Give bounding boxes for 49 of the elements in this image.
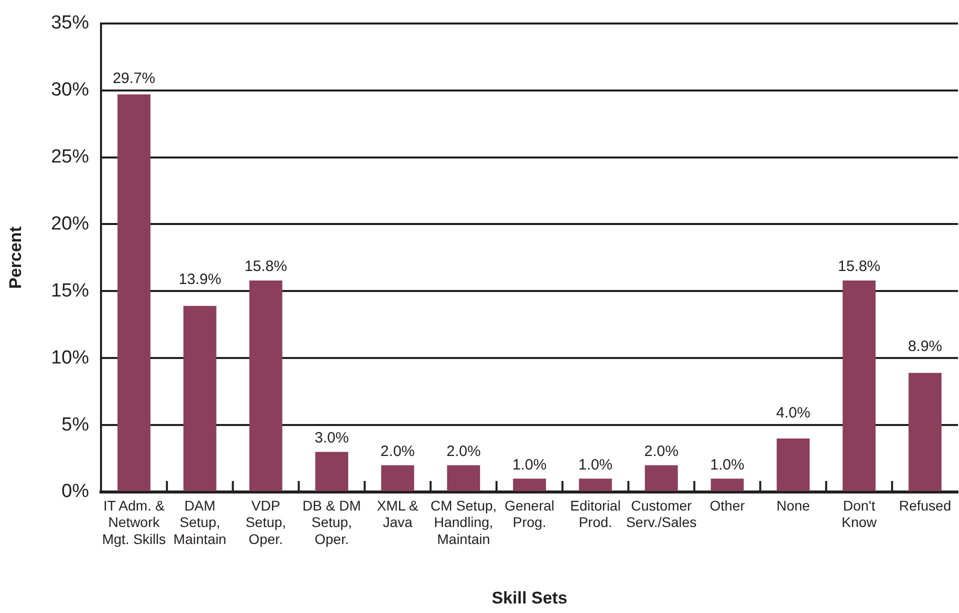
data-label: 2.0%	[446, 442, 481, 460]
x-axis-title: Skill Sets	[492, 588, 568, 608]
y-axis-title: Percent	[6, 226, 25, 289]
bar	[183, 306, 216, 491]
data-label: 29.7%	[112, 70, 156, 87]
y-tick-label: 35%	[50, 12, 90, 34]
y-tick-label: 10%	[50, 347, 90, 368]
y-tick-label: 5%	[62, 414, 90, 436]
data-label: 4.0%	[776, 404, 810, 422]
x-tick-label: General Prog.	[504, 497, 554, 530]
data-label: 3.0%	[314, 429, 349, 446]
x-tick-label: Don't Know	[842, 497, 878, 530]
data-label: 15.8%	[838, 258, 880, 276]
x-tick-label: Customer Serv./Sales	[626, 497, 697, 530]
x-tick-label: VDP Setup, Oper.	[246, 497, 286, 547]
y-tick-label: 0%	[62, 481, 90, 502]
bar	[710, 478, 744, 491]
bar	[447, 465, 480, 491]
bar	[644, 465, 678, 491]
bar	[842, 280, 876, 491]
bar	[776, 438, 810, 491]
x-tick-label: None	[776, 497, 810, 514]
data-label: 15.8%	[244, 258, 288, 276]
x-tick-label: DAM Setup, Maintain	[173, 497, 226, 547]
data-label: 2.0%	[380, 442, 415, 460]
data-label: 1.0%	[710, 456, 744, 474]
data-label: 8.9%	[908, 338, 942, 355]
data-label: 1.0%	[512, 456, 547, 474]
bar	[908, 372, 942, 491]
x-tick-label: IT Adm. & Network Mgt. Skills	[102, 497, 166, 547]
x-tick-label: Refused	[898, 497, 952, 514]
bar	[117, 94, 150, 491]
data-label: 2.0%	[644, 442, 678, 460]
x-tick-label: Other	[710, 497, 746, 514]
bar	[513, 478, 546, 491]
x-tick-label: CM Setup, Handling, Maintain	[430, 497, 497, 547]
y-tick-label: 25%	[50, 146, 90, 168]
x-tick-label: DB & DM Setup, Oper.	[302, 497, 361, 547]
bar	[315, 452, 348, 491]
data-label: 1.0%	[578, 456, 613, 474]
y-tick-label: 20%	[50, 213, 90, 234]
y-tick-label: 30%	[50, 80, 90, 101]
bar	[381, 465, 414, 491]
bar	[249, 280, 282, 491]
bar	[578, 478, 612, 491]
y-tick-label: 15%	[50, 280, 90, 302]
x-tick-label: Editorial Prod.	[570, 497, 621, 530]
data-label: 13.9%	[178, 270, 222, 288]
x-tick-label: XML & Java	[376, 497, 420, 530]
